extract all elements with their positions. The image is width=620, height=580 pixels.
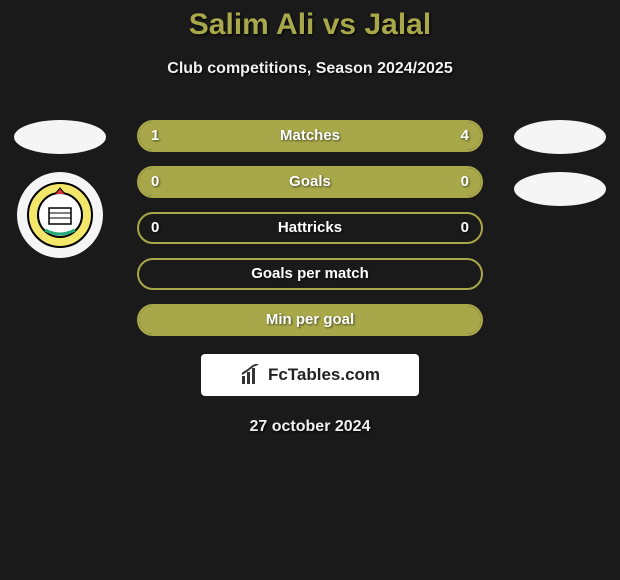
branding-text: FcTables.com: [268, 365, 380, 385]
stat-bar: 14Matches: [137, 120, 483, 152]
player-b-avatar: [514, 120, 606, 154]
stat-label: Matches: [139, 122, 481, 150]
branding-chart-icon: [240, 364, 262, 386]
title-vs: vs: [314, 8, 364, 41]
stat-label: Goals: [139, 168, 481, 196]
player-a-club-badge: [17, 172, 103, 258]
stat-bar: Min per goal: [137, 304, 483, 336]
comparison-card: Salim Ali vs Jalal Club competitions, Se…: [0, 0, 620, 436]
subtitle: Club competitions, Season 2024/2025: [0, 60, 620, 78]
stat-bar: 00Goals: [137, 166, 483, 198]
player-b-column: [514, 120, 606, 206]
branding-box: FcTables.com: [201, 354, 419, 396]
player-b-club-badge: [514, 172, 606, 206]
footer-date: 27 october 2024: [0, 418, 620, 436]
player-a-avatar: [14, 120, 106, 154]
player-b-name: Jalal: [364, 8, 431, 41]
club-badge-icon: [25, 180, 95, 250]
stat-label: Goals per match: [139, 260, 481, 288]
stat-label: Hattricks: [139, 214, 481, 242]
stat-bar: 00Hattricks: [137, 212, 483, 244]
stat-label: Min per goal: [139, 306, 481, 334]
player-a-column: [14, 120, 106, 258]
player-a-name: Salim Ali: [189, 8, 315, 41]
stat-bar: Goals per match: [137, 258, 483, 290]
page-title: Salim Ali vs Jalal: [0, 8, 620, 42]
stats-list: 14Matches 00Goals 00Hattricks Goals per mat…: [137, 120, 483, 336]
